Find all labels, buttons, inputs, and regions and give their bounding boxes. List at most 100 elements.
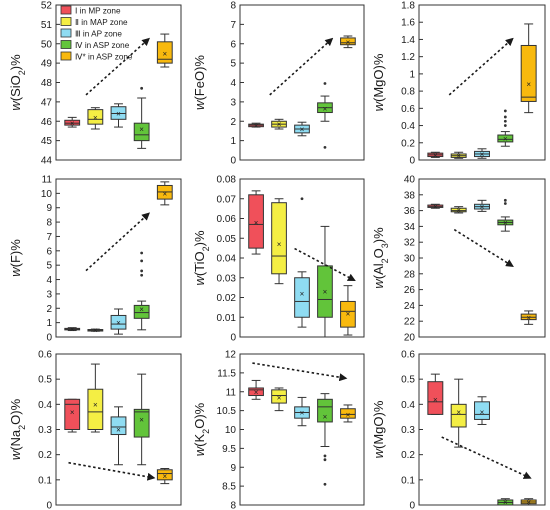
box-4: ×: [317, 82, 333, 149]
y-axis-label: w(Na2O)%: [8, 398, 27, 460]
mean-marker: ×: [433, 395, 438, 404]
y-tick-label: 48: [41, 78, 53, 89]
box-2: ×: [450, 152, 467, 161]
legend-label: Ⅳ* in ASP zone: [75, 53, 133, 62]
box-4: ×: [133, 86, 150, 149]
y-axis-label: w(F)%: [8, 239, 23, 277]
box-3: ×: [474, 396, 490, 425]
outlier-point: [323, 458, 327, 462]
mean-marker: ×: [116, 426, 121, 435]
y-tick-label: 0.06: [217, 214, 237, 225]
y-tick-label: 10: [41, 189, 53, 200]
y-tick-label: 30: [404, 254, 416, 265]
box-3: ×: [294, 197, 310, 328]
box-body: [427, 381, 444, 415]
y-tick-label: 32: [404, 238, 416, 249]
box-body: [271, 389, 287, 404]
y-tick-label: 0.4: [401, 121, 415, 132]
y-tick-label: 22: [404, 317, 416, 328]
y-axis-label: w(K2O)%: [192, 402, 211, 456]
y-tick-label: 0.1: [38, 475, 52, 486]
y-tick-label: 2: [230, 117, 236, 128]
trend-arrow: [68, 461, 156, 481]
plot-frame: [239, 353, 365, 506]
box-body: [317, 398, 333, 423]
legend-item: Ⅳ in ASP zone: [60, 40, 130, 50]
mean-marker: ×: [456, 152, 461, 161]
chart-panel: 0 0.01 0.02 0.03 0.04 0.05 0.06 0.07 0.08 w(TiO2)…: [192, 175, 365, 344]
y-tick-label: 0.5: [38, 375, 52, 386]
mean-marker: ×: [526, 498, 531, 507]
box-3: ×: [474, 148, 490, 159]
trend-arrow: [269, 37, 334, 96]
y-axis-label: w(SiO2)%: [8, 54, 27, 111]
y-tick-label: 45: [41, 136, 53, 147]
legend: Ⅰ in MP zone Ⅱ in MAP zone Ⅲ in AP zone Ⅳ i…: [60, 5, 133, 62]
mean-marker: ×: [277, 393, 282, 402]
outlier-point: [503, 109, 507, 113]
y-axis-label: w(FeO)%: [192, 55, 207, 110]
chart-panel: 20 22 24 26 28 30 32 34 36 38 40 w(Al2O3)% × × × × ×: [371, 175, 546, 344]
box-1: ×: [64, 325, 81, 334]
y-tick-label: 7: [230, 20, 236, 31]
legend-label: Ⅱ in MAP zone: [75, 18, 128, 27]
box-2: ×: [87, 107, 104, 130]
y-tick-label: 2: [46, 304, 52, 315]
box-body: [340, 408, 356, 419]
y-tick-label: 0.1: [401, 475, 415, 486]
y-tick-label: 20: [404, 333, 416, 344]
mean-marker: ×: [346, 38, 351, 47]
mean-marker: ×: [277, 120, 282, 129]
legend-swatch: [60, 17, 72, 26]
trend-arrow: [85, 37, 150, 96]
legend-item: Ⅳ* in ASP zone: [60, 51, 133, 62]
y-tick-label: 0.2: [401, 138, 415, 149]
box-body: [474, 401, 490, 420]
mean-marker: ×: [162, 189, 167, 198]
outlier-point: [503, 124, 507, 127]
box-5: ×: [520, 23, 537, 114]
mean-marker: ×: [323, 412, 328, 421]
y-axis-label: w(Al2O3)%: [371, 227, 390, 289]
mean-marker: ×: [526, 313, 531, 322]
mean-marker: ×: [300, 409, 305, 418]
y-tick-label: 0.6: [38, 350, 52, 361]
box-body: [340, 37, 356, 46]
mean-marker: ×: [346, 309, 351, 318]
y-tick-label: 44: [41, 156, 53, 167]
chart-panel: 0 0.2 0.4 0.6 0.8 1 1.2 1.4 1.6 1.8 w(MgO)% × × × × ×: [371, 1, 546, 167]
legend-swatch: [60, 28, 72, 38]
outlier-point: [323, 82, 327, 85]
legend-label: Ⅲ in AP zone: [75, 30, 122, 39]
outlier-point: [300, 197, 304, 201]
chart-panel: 0 0.1 0.2 0.3 0.4 0.5 0.6 w(Na2O)% × × × × ×: [8, 350, 182, 510]
y-axis-label: w(MgO)%: [371, 400, 386, 458]
mean-marker: ×: [323, 105, 328, 114]
y-tick-label: 52: [41, 1, 53, 12]
mean-marker: ×: [480, 150, 485, 159]
box-4: ×: [317, 225, 333, 338]
box-4: ×: [497, 109, 514, 147]
y-tick-label: 5: [230, 59, 236, 70]
y-axis-label: w(MgO)%: [371, 53, 386, 111]
chart-panel: 0 0.1 0.2 0.3 0.4 0.5 0.6 w(MgO)% × × × × ×: [371, 350, 546, 510]
box-2: ×: [271, 198, 287, 285]
legend-item: Ⅱ in MAP zone: [60, 17, 128, 27]
box-body: [110, 314, 127, 330]
box-body: [133, 408, 150, 438]
mean-marker: ×: [70, 408, 75, 417]
box-3: ×: [474, 199, 490, 212]
y-tick-label: 0.6: [401, 104, 415, 115]
box-body: [248, 387, 264, 397]
box-body: [87, 109, 104, 125]
outlier-point: [140, 259, 144, 263]
y-tick-label: 0.3: [38, 425, 52, 436]
box-1: ×: [427, 202, 444, 211]
box-1: ×: [248, 379, 264, 400]
legend-swatch: [60, 51, 72, 61]
mean-marker: ×: [526, 80, 531, 89]
y-tick-label: 10: [225, 425, 237, 436]
box-body: [340, 300, 356, 328]
box-4: ×: [133, 373, 150, 466]
mean-marker: ×: [139, 305, 144, 314]
